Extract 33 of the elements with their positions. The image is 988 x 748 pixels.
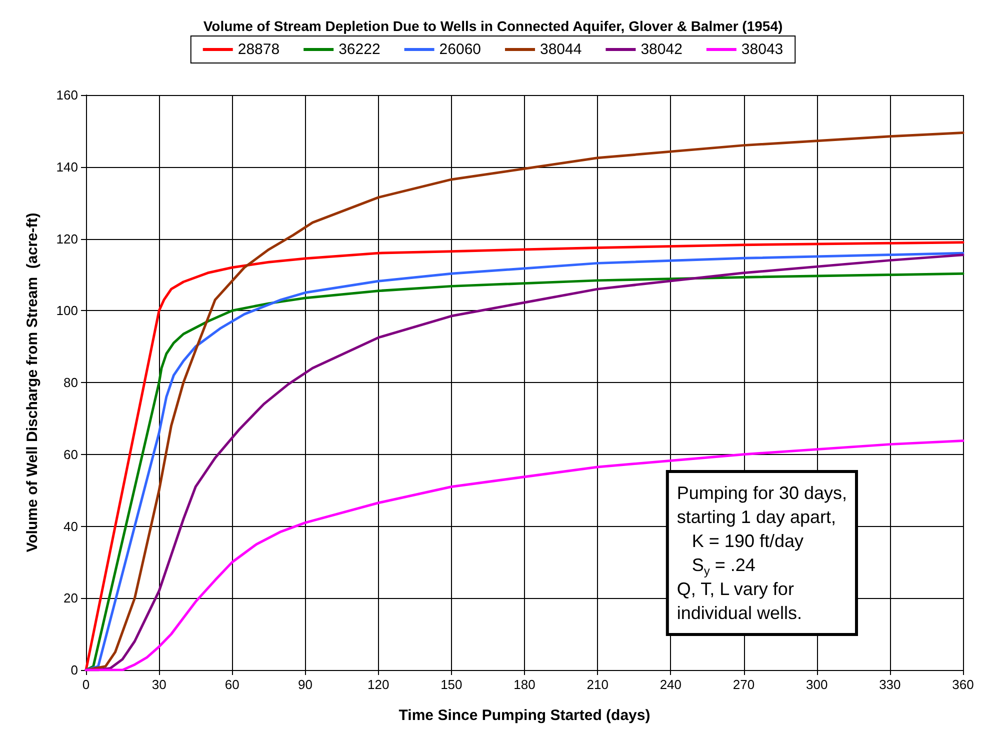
y-axis-title: Volume of Well Discharge from Stream (acre-ft) — [24, 212, 41, 552]
legend-label: 28878 — [238, 41, 280, 58]
x-tick-label: 60 — [224, 677, 240, 692]
x-tick-label: 240 — [660, 677, 682, 692]
x-tick-label: 90 — [298, 677, 312, 692]
x-axis-title: Time Since Pumping Started (days) — [398, 707, 650, 724]
x-tick-label: 30 — [152, 677, 166, 692]
x-tick-label: 210 — [586, 677, 608, 692]
y-tick-label: 60 — [64, 446, 78, 462]
y-tick-label: 120 — [56, 231, 78, 246]
legend-label: 38043 — [741, 41, 784, 58]
y-tick-label: 80 — [64, 375, 78, 390]
x-tick-label: 180 — [514, 677, 536, 692]
legend-label: 38044 — [540, 41, 582, 58]
x-tick-label: 0 — [82, 677, 90, 692]
y-tick-label: 100 — [56, 303, 78, 318]
y-tick-label: 0 — [70, 662, 78, 678]
x-tick-label: 300 — [806, 677, 828, 692]
legend-label: 38042 — [640, 41, 682, 58]
line-series — [84, 439, 964, 672]
legend-label: 26060 — [439, 41, 482, 58]
line-series — [84, 131, 964, 672]
x-tick-label: 330 — [879, 677, 901, 692]
y-tick-label: 160 — [56, 88, 78, 102]
x-tick-label: 120 — [367, 677, 390, 692]
x-tick-label: 360 — [952, 677, 974, 692]
x-tick-label: 150 — [440, 677, 462, 692]
y-tick-label: 40 — [64, 518, 78, 534]
x-tick-label: 270 — [732, 677, 755, 692]
legend-label: 36222 — [338, 41, 380, 58]
chart-title: Volume of Stream Depletion Due to Wells in Connected Aquifer, Glover & Balmer (1954) — [203, 18, 783, 34]
y-tick-label: 20 — [64, 590, 78, 606]
y-tick-label: 140 — [56, 159, 78, 174]
